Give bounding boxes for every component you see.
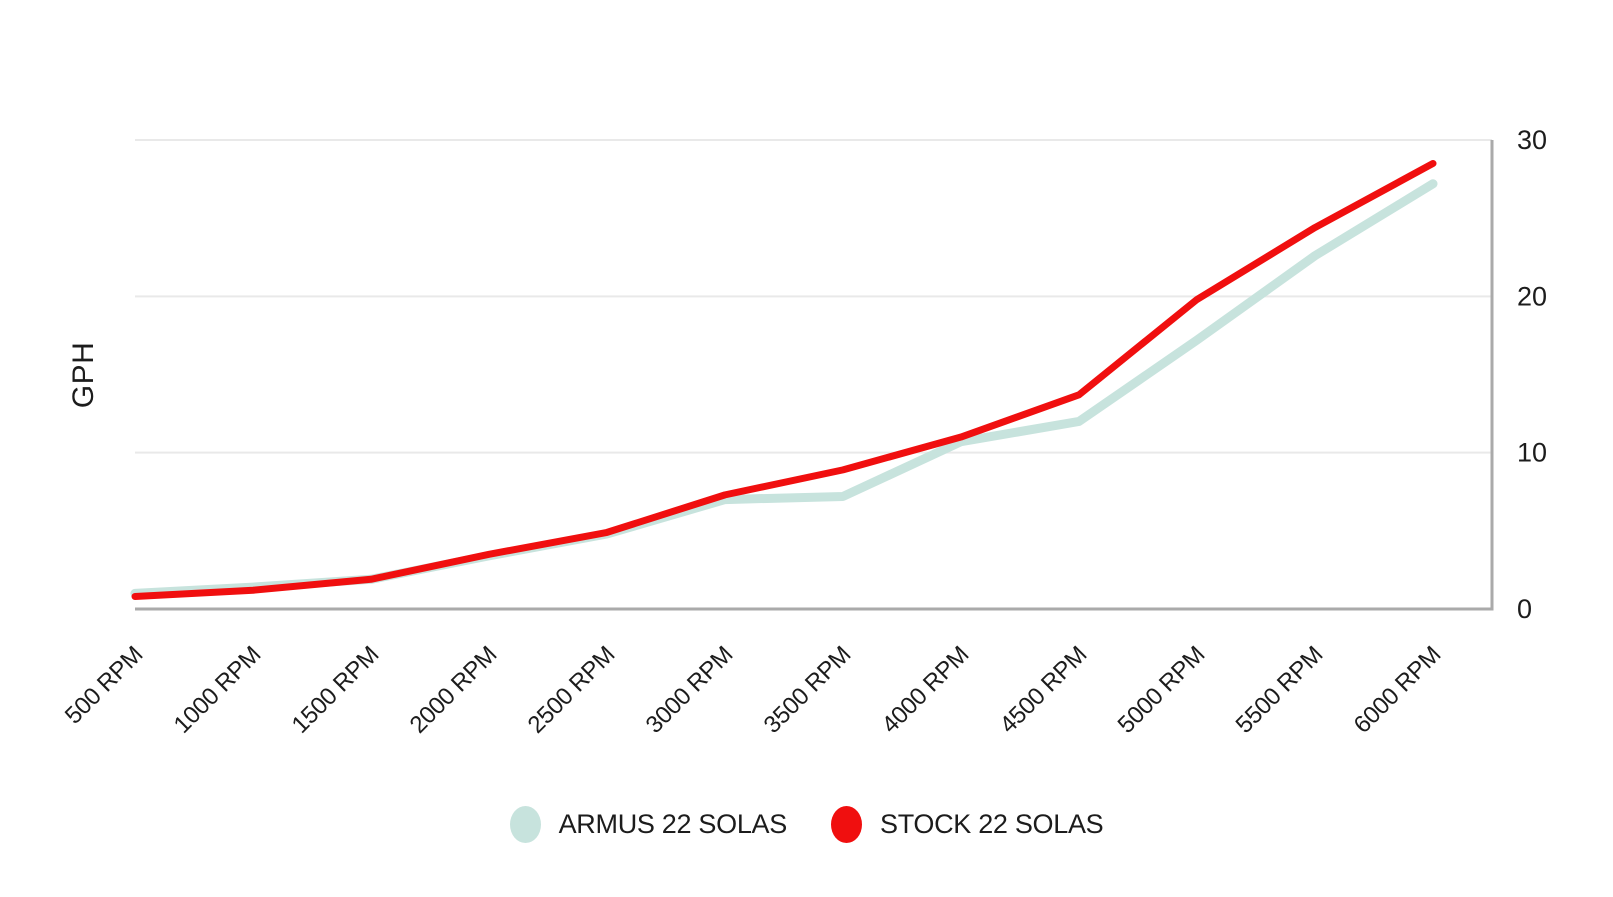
legend-label: STOCK 22 SOLAS: [879, 809, 1104, 839]
y-tick-label: 30: [1517, 125, 1547, 155]
x-tick-label: 1500 RPM: [287, 641, 385, 739]
x-tick-label: 2500 RPM: [523, 641, 621, 739]
x-tick-label: 5000 RPM: [1113, 641, 1211, 739]
y-axis-title: GPH: [67, 342, 100, 409]
legend-swatch-circle: [830, 806, 862, 843]
x-tick-label: 3000 RPM: [641, 641, 739, 739]
legend-label: ARMUS 22 SOLAS: [558, 809, 788, 839]
x-tick-label: 4000 RPM: [877, 641, 975, 739]
y-tick-label: 10: [1517, 438, 1547, 468]
chart-legend: ARMUS 22 SOLAS STOCK 22 SOLAS: [0, 806, 1613, 843]
series-line-stock-22-solas: [131, 159, 1437, 600]
x-tick-label: 6000 RPM: [1349, 641, 1447, 739]
x-tick-label: 4500 RPM: [995, 641, 1093, 739]
x-tick-label: 5500 RPM: [1231, 641, 1329, 739]
x-tick-label: 2000 RPM: [405, 641, 503, 739]
series-line-armus-22-solas: [130, 179, 1438, 598]
legend-item-armus-22-solas: ARMUS 22 SOLAS: [509, 806, 788, 843]
x-tick-label: 1000 RPM: [169, 641, 267, 739]
x-tick-label: 500 RPM: [60, 641, 148, 729]
y-tick-label: 0: [1517, 594, 1532, 624]
y-tick-label: 20: [1517, 281, 1547, 311]
legend-swatch-circle: [509, 806, 541, 843]
legend-item-stock-22-solas: STOCK 22 SOLAS: [830, 806, 1104, 843]
x-tick-label: 3500 RPM: [759, 641, 857, 739]
